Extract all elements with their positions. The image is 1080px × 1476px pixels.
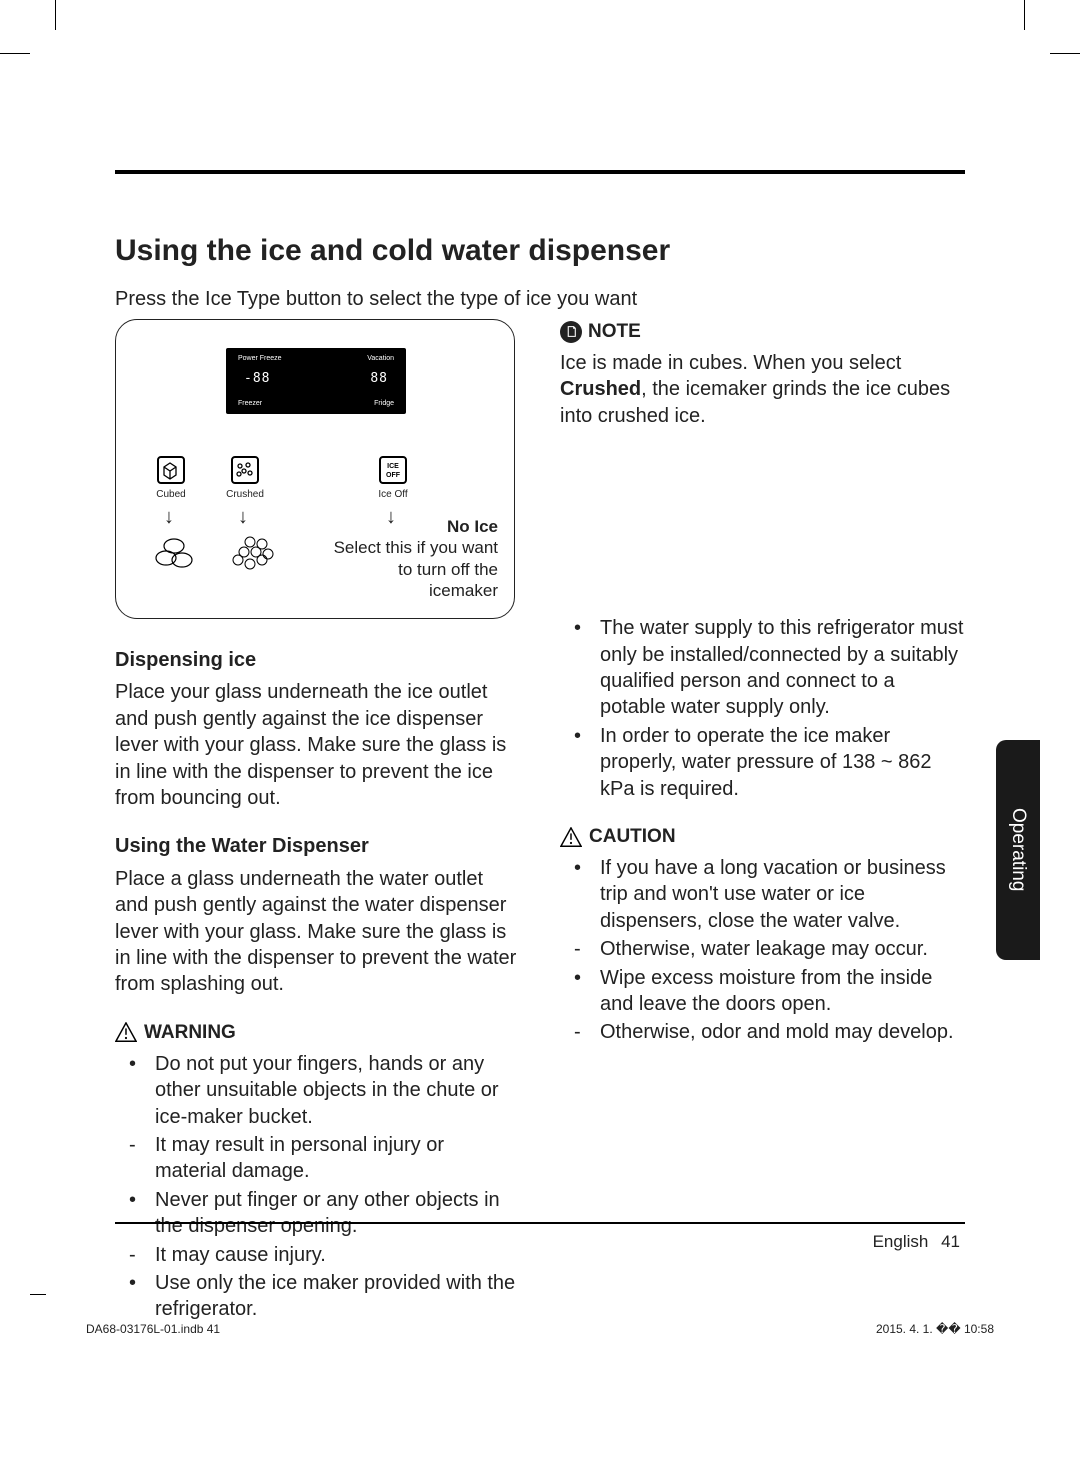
list-item: Do not put your fingers, hands or any ot… bbox=[115, 1051, 520, 1130]
note-text: Ice is made in cubes. When you select Cr… bbox=[560, 350, 965, 429]
svg-text:OFF: OFF bbox=[386, 472, 401, 479]
list-item: Otherwise, water leakage may occur. bbox=[560, 936, 965, 962]
control-panel-figure: -88 88 Power Freeze Vacation Freezer Fri… bbox=[115, 319, 515, 619]
seg-left: -88 bbox=[244, 370, 270, 387]
note-part-a: Ice is made in cubes. When you select bbox=[560, 352, 901, 374]
footer-indd: DA68-03176L-01.indb 41 bbox=[86, 1322, 220, 1336]
warning-label: WARNING bbox=[144, 1020, 236, 1045]
crop-mark bbox=[0, 53, 30, 54]
no-ice-body: Select this if you want to turn off the … bbox=[328, 537, 498, 601]
crop-mark bbox=[55, 0, 56, 30]
crushed-illustration bbox=[226, 530, 282, 581]
no-ice-head: No Ice bbox=[328, 516, 498, 537]
warning-icon bbox=[115, 1022, 137, 1042]
crushed-icon bbox=[230, 455, 260, 485]
seg-right: 88 bbox=[370, 370, 388, 387]
iceoff-icon: ICE OFF bbox=[378, 455, 408, 485]
note-row: NOTE bbox=[560, 319, 965, 344]
list-item: The water supply to this refrigerator mu… bbox=[560, 615, 965, 721]
dispensing-ice-heading: Dispensing ice bbox=[115, 647, 520, 673]
footer-stamp: 2015. 4. 1. �� 10:58 bbox=[876, 1322, 994, 1336]
lbl-power-freeze: Power Freeze bbox=[238, 354, 282, 363]
note-part-b: Crushed bbox=[560, 378, 641, 400]
water-dispenser-heading: Using the Water Dispenser bbox=[115, 833, 520, 859]
section-title: Using the ice and cold water dispenser bbox=[115, 234, 965, 268]
list-item: It may cause injury. bbox=[115, 1242, 520, 1268]
no-ice-text: No Ice Select this if you want to turn o… bbox=[328, 516, 498, 601]
lbl-icetype: Ice Type bbox=[405, 423, 428, 431]
cubed-icon bbox=[156, 455, 186, 485]
crop-mark bbox=[1024, 0, 1025, 30]
lbl-fridge: Fridge bbox=[374, 399, 394, 408]
intro-text: Press the Ice Type button to select the … bbox=[115, 288, 965, 311]
footer-text: English 41 bbox=[873, 1232, 960, 1252]
list-item: Never put finger or any other objects in… bbox=[115, 1187, 520, 1240]
list-item: It may result in personal injury or mate… bbox=[115, 1132, 520, 1185]
section-tab-label: Operating bbox=[1007, 808, 1029, 891]
lbl-freezer: Freezer bbox=[238, 399, 262, 408]
warning-row: WARNING bbox=[115, 1020, 520, 1045]
list-item: If you have a long vacation or business … bbox=[560, 855, 965, 934]
arrow-down-icon: ↓ bbox=[164, 504, 174, 530]
crop-mark bbox=[1050, 53, 1080, 54]
caution-icon bbox=[560, 827, 582, 847]
list-item: Use only the ice maker provided with the… bbox=[115, 1270, 520, 1323]
iceoff-label: Ice Off bbox=[370, 488, 416, 501]
section-tab: Operating bbox=[996, 740, 1040, 960]
dispensing-ice-text: Place your glass underneath the ice outl… bbox=[115, 679, 520, 811]
crop-mark bbox=[30, 1294, 46, 1295]
svg-text:ICE: ICE bbox=[387, 463, 399, 470]
footer-lang: English bbox=[873, 1232, 929, 1251]
crushed-label: Crushed bbox=[220, 488, 270, 501]
list-item: Wipe excess moisture from the inside and… bbox=[560, 965, 965, 1018]
warning-list: Do not put your fingers, hands or any ot… bbox=[115, 1051, 520, 1323]
right-list-top: The water supply to this refrigerator mu… bbox=[560, 615, 965, 802]
footer-page: 41 bbox=[941, 1232, 960, 1251]
caution-row: CAUTION bbox=[560, 824, 965, 849]
ice-type-box: Ice Type bbox=[374, 421, 474, 435]
footer-rule bbox=[115, 1222, 965, 1224]
list-item: In order to operate the ice maker proper… bbox=[560, 723, 965, 802]
caution-label: CAUTION bbox=[589, 824, 676, 849]
lbl-vacation: Vacation bbox=[367, 354, 394, 363]
display-graphic: -88 88 Power Freeze Vacation Freezer Fri… bbox=[226, 348, 406, 414]
caution-list: If you have a long vacation or business … bbox=[560, 855, 965, 1046]
water-dispenser-text: Place a glass underneath the water outle… bbox=[115, 866, 520, 998]
list-item: Otherwise, odor and mold may develop. bbox=[560, 1019, 965, 1045]
note-icon bbox=[560, 321, 582, 343]
cubed-label: Cubed bbox=[148, 488, 194, 501]
cubes-illustration bbox=[152, 530, 204, 577]
arrow-down-icon: ↓ bbox=[238, 504, 248, 530]
note-label: NOTE bbox=[588, 319, 641, 344]
